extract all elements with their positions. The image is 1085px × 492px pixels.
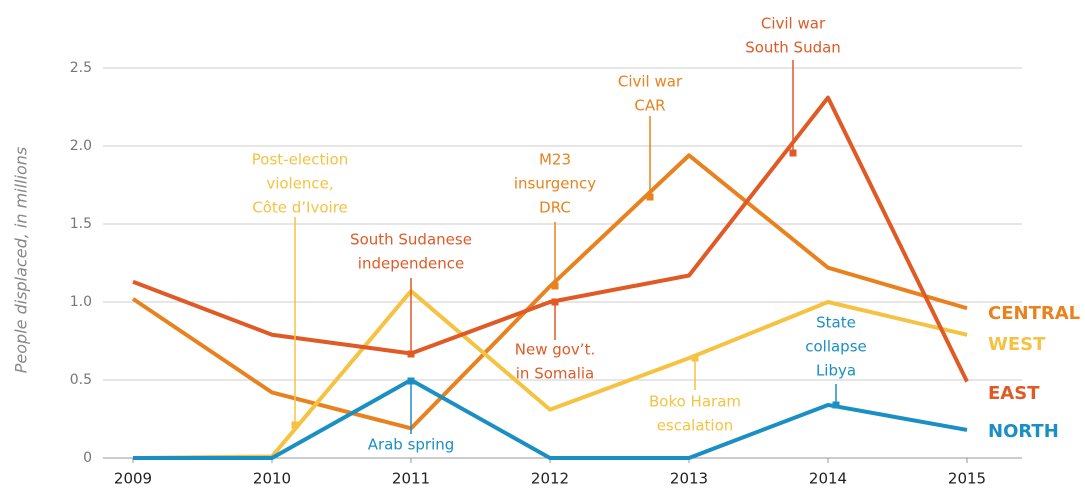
- annotation-marker: [291, 421, 299, 429]
- series-line: [133, 378, 968, 460]
- series-label: WEST: [988, 334, 1046, 355]
- annotation: New gov’t.: [515, 341, 595, 359]
- y-tick-label: 0.5: [70, 372, 92, 388]
- annotation-marker: [407, 350, 415, 358]
- x-tick-label: 2013: [670, 470, 708, 488]
- annotation-marker: [551, 298, 559, 306]
- annotation: insurgency: [514, 175, 596, 193]
- annotation: Civil war: [618, 73, 683, 91]
- annotation-marker: [832, 401, 840, 409]
- y-tick-label: 2.0: [70, 138, 92, 154]
- annotation: Boko Haram: [649, 393, 741, 411]
- annotation: Libya: [816, 362, 856, 380]
- series-line: [131, 153, 968, 431]
- annotation: Côte d’Ivoire: [252, 199, 348, 217]
- annotation: collapse: [805, 338, 867, 356]
- y-tick-label: 1.5: [70, 216, 92, 232]
- y-tick-label: 1.0: [70, 294, 92, 310]
- x-tick-label: 2012: [531, 470, 569, 488]
- annotation-marker: [646, 193, 654, 201]
- y-tick-label: 2.5: [70, 60, 92, 76]
- annotation: South Sudan: [745, 39, 841, 57]
- annotation-marker: [551, 282, 559, 290]
- annotation: CAR: [634, 97, 665, 115]
- annotation: South Sudanese: [350, 231, 472, 249]
- annotation: violence,: [266, 175, 333, 193]
- x-tick-label: 2011: [392, 470, 430, 488]
- annotation: M23: [539, 151, 571, 169]
- annotation: State: [816, 314, 856, 332]
- annotation: in Somalia: [516, 365, 594, 383]
- annotation-marker: [407, 377, 415, 385]
- x-tick-label: 2015: [948, 470, 986, 488]
- series-label: EAST: [988, 383, 1040, 404]
- x-tick-label: 2010: [253, 470, 291, 488]
- annotation: Arab spring: [368, 436, 455, 454]
- y-tick-label: 0: [83, 450, 92, 466]
- x-tick-label: 2009: [114, 470, 152, 488]
- annotation: independence: [358, 255, 464, 273]
- annotation: Post-election: [252, 151, 348, 169]
- series-line: [132, 95, 969, 383]
- annotation: DRC: [539, 199, 571, 217]
- annotation-marker: [691, 354, 699, 362]
- series-label: NORTH: [988, 421, 1059, 442]
- annotation-marker: [789, 149, 797, 157]
- x-tick-label: 2014: [809, 470, 847, 488]
- series-label: CENTRAL: [988, 303, 1080, 324]
- annotation: Civil war: [761, 15, 826, 33]
- y-axis-label: People displaced, in millions: [12, 147, 31, 373]
- annotation: escalation: [657, 417, 734, 435]
